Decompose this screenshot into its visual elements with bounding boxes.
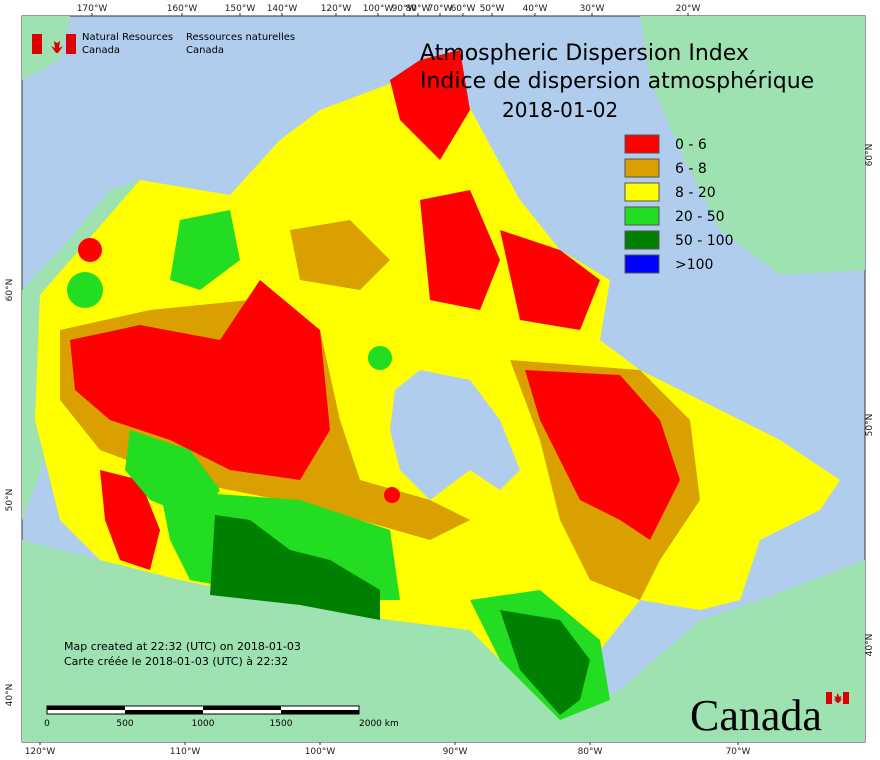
legend-label: 20 - 50 (675, 209, 725, 225)
bottom-lon-label: 70°W (726, 747, 751, 757)
legend-label: 0 - 6 (675, 137, 707, 153)
bottom-lon-label: 80°W (578, 747, 603, 757)
scale-label: 0 (44, 719, 50, 729)
agency-en-2: Canada (82, 45, 120, 56)
bottom-lon-label: 90°W (443, 747, 468, 757)
top-lon-label: 90°W (392, 4, 417, 14)
legend-swatch (624, 158, 660, 178)
top-lon-label: 150°W (225, 4, 256, 14)
scale-label: 1000 (192, 719, 215, 729)
top-lon-label: 60°W (451, 4, 476, 14)
top-lon-label: 20°W (676, 4, 701, 14)
top-lon-label: 70°W (428, 4, 453, 14)
legend-swatch (624, 254, 660, 274)
legend-swatch (624, 182, 660, 202)
legend-swatch (624, 134, 660, 154)
top-lon-label: 160°W (167, 4, 198, 14)
scale-segment (281, 710, 359, 714)
logo-nrcan (32, 34, 76, 54)
agency-en-1: Natural Resources (82, 32, 173, 43)
scale-segment (203, 706, 281, 710)
title-date: 2018-01-02 (502, 98, 618, 122)
bottom-lon-label: 110°W (170, 747, 201, 757)
legend-swatch (624, 230, 660, 250)
bottom-lon-label: 100°W (305, 747, 336, 757)
top-lon-label: 40°W (523, 4, 548, 14)
top-lon-label: 80°W (406, 4, 431, 14)
legend-label: 50 - 100 (675, 233, 734, 249)
scale-label: 1500 (270, 719, 293, 729)
scale-label: 500 (116, 719, 133, 729)
right-lat-label: 60°N (865, 144, 875, 167)
left-lat-label: 50°N (5, 489, 15, 512)
left-lat-label: 40°N (5, 684, 15, 707)
scale-bar: 0 500 1000 1500 2000 km (44, 705, 399, 729)
top-lon-label: 170°W (77, 4, 108, 14)
legend-label: 8 - 20 (675, 185, 716, 201)
scale-label: 2000 km (359, 719, 399, 729)
bottom-lon-label: 120°W (25, 747, 56, 757)
top-lon-label: 50°W (480, 4, 505, 14)
wordmark: Canada (690, 691, 822, 740)
right-lat-label: 40°N (865, 634, 875, 657)
index-field (35, 50, 840, 720)
legend-label: 6 - 8 (675, 161, 707, 177)
graticule-labels: 170°W 160°W 150°W 140°W 120°W 100°W90°W80°W70… (5, 4, 875, 757)
legend-label: >100 (675, 257, 713, 273)
legend-swatch (624, 206, 660, 226)
legend: 0 - 6 6 - 8 8 - 20 20 - 50 50 - 100 >100 (624, 134, 734, 274)
top-lon-label: 140°W (267, 4, 298, 14)
agency-fr-1: Ressources naturelles (186, 32, 295, 43)
title-en: Atmospheric Dispersion Index (420, 41, 749, 66)
wordmark-flag (826, 692, 849, 704)
right-lat-label: 50°N (865, 414, 875, 437)
left-lat-label: 60°N (5, 279, 15, 302)
note-en: Map created at 22:32 (UTC) on 2018-01-03 (64, 640, 301, 653)
scale-segment (47, 706, 125, 710)
note-fr: Carte créée le 2018-01-03 (UTC) à 22:32 (64, 655, 288, 668)
scale-segment (125, 710, 203, 714)
agency-fr-2: Canada (186, 45, 224, 56)
title-fr: Indice de dispersion atmosphérique (420, 69, 814, 94)
top-lon-label: 120°W (321, 4, 352, 14)
top-lon-label: 100°W (363, 4, 394, 14)
top-lon-label: 30°W (580, 4, 605, 14)
